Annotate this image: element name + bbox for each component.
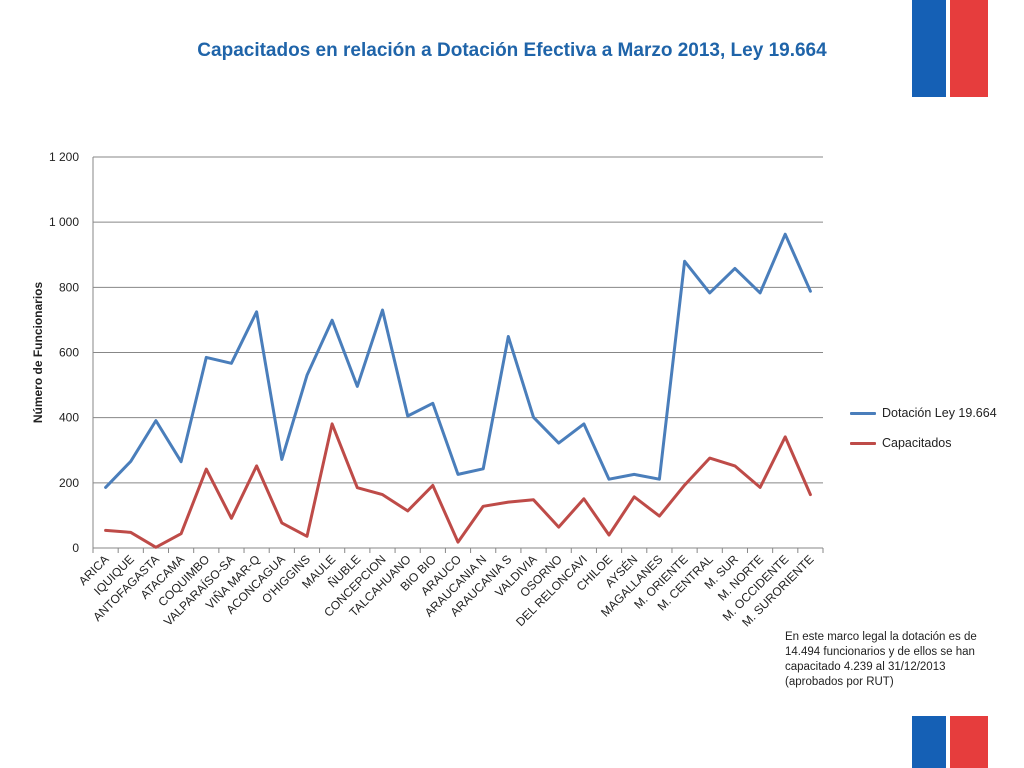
y-tick-label: 1 200 bbox=[49, 150, 79, 164]
chart-title: Capacitados en relación a Dotación Efect… bbox=[197, 40, 827, 61]
flag-red-stripe bbox=[950, 716, 988, 768]
legend-item-capacitados: Capacitados bbox=[850, 428, 997, 458]
legend-label-dotacion: Dotación Ley 19.664 bbox=[882, 406, 997, 420]
y-tick-label: 400 bbox=[59, 411, 79, 425]
y-tick-label: 600 bbox=[59, 346, 79, 360]
legend-item-dotacion: Dotación Ley 19.664 bbox=[850, 398, 997, 428]
chart-legend: Dotación Ley 19.664 Capacitados bbox=[850, 398, 997, 458]
y-axis-label: Número de Funcionarios bbox=[31, 282, 45, 424]
flag-blue-stripe bbox=[912, 716, 946, 768]
series-line bbox=[104, 232, 812, 489]
flag-blue-stripe bbox=[912, 0, 946, 97]
legend-swatch-dotacion bbox=[850, 411, 876, 415]
legend-label-capacitados: Capacitados bbox=[882, 436, 952, 450]
y-tick-label: 0 bbox=[72, 541, 79, 555]
flag-decoration-top bbox=[912, 0, 988, 97]
flag-white-stripe bbox=[946, 716, 950, 768]
y-tick-label: 200 bbox=[59, 476, 79, 490]
y-tick-label: 800 bbox=[59, 280, 79, 294]
footnote: En este marco legal la dotación es de 14… bbox=[785, 631, 977, 688]
flag-red-stripe bbox=[950, 0, 988, 97]
y-tick-label: 1 000 bbox=[49, 215, 79, 229]
series-line bbox=[104, 422, 812, 549]
flag-decoration-bottom bbox=[912, 716, 988, 768]
legend-swatch-capacitados bbox=[850, 441, 876, 445]
flag-white-stripe bbox=[946, 0, 950, 97]
